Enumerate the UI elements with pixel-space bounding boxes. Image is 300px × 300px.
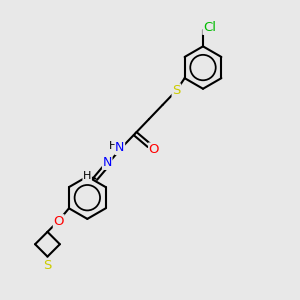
Text: H: H <box>109 142 117 152</box>
Text: O: O <box>149 143 159 156</box>
Text: H: H <box>83 171 92 181</box>
Text: N: N <box>103 156 112 170</box>
Text: O: O <box>53 215 64 228</box>
Text: Cl: Cl <box>203 21 216 34</box>
Text: S: S <box>172 84 181 97</box>
Text: S: S <box>43 259 52 272</box>
Text: N: N <box>115 141 124 154</box>
